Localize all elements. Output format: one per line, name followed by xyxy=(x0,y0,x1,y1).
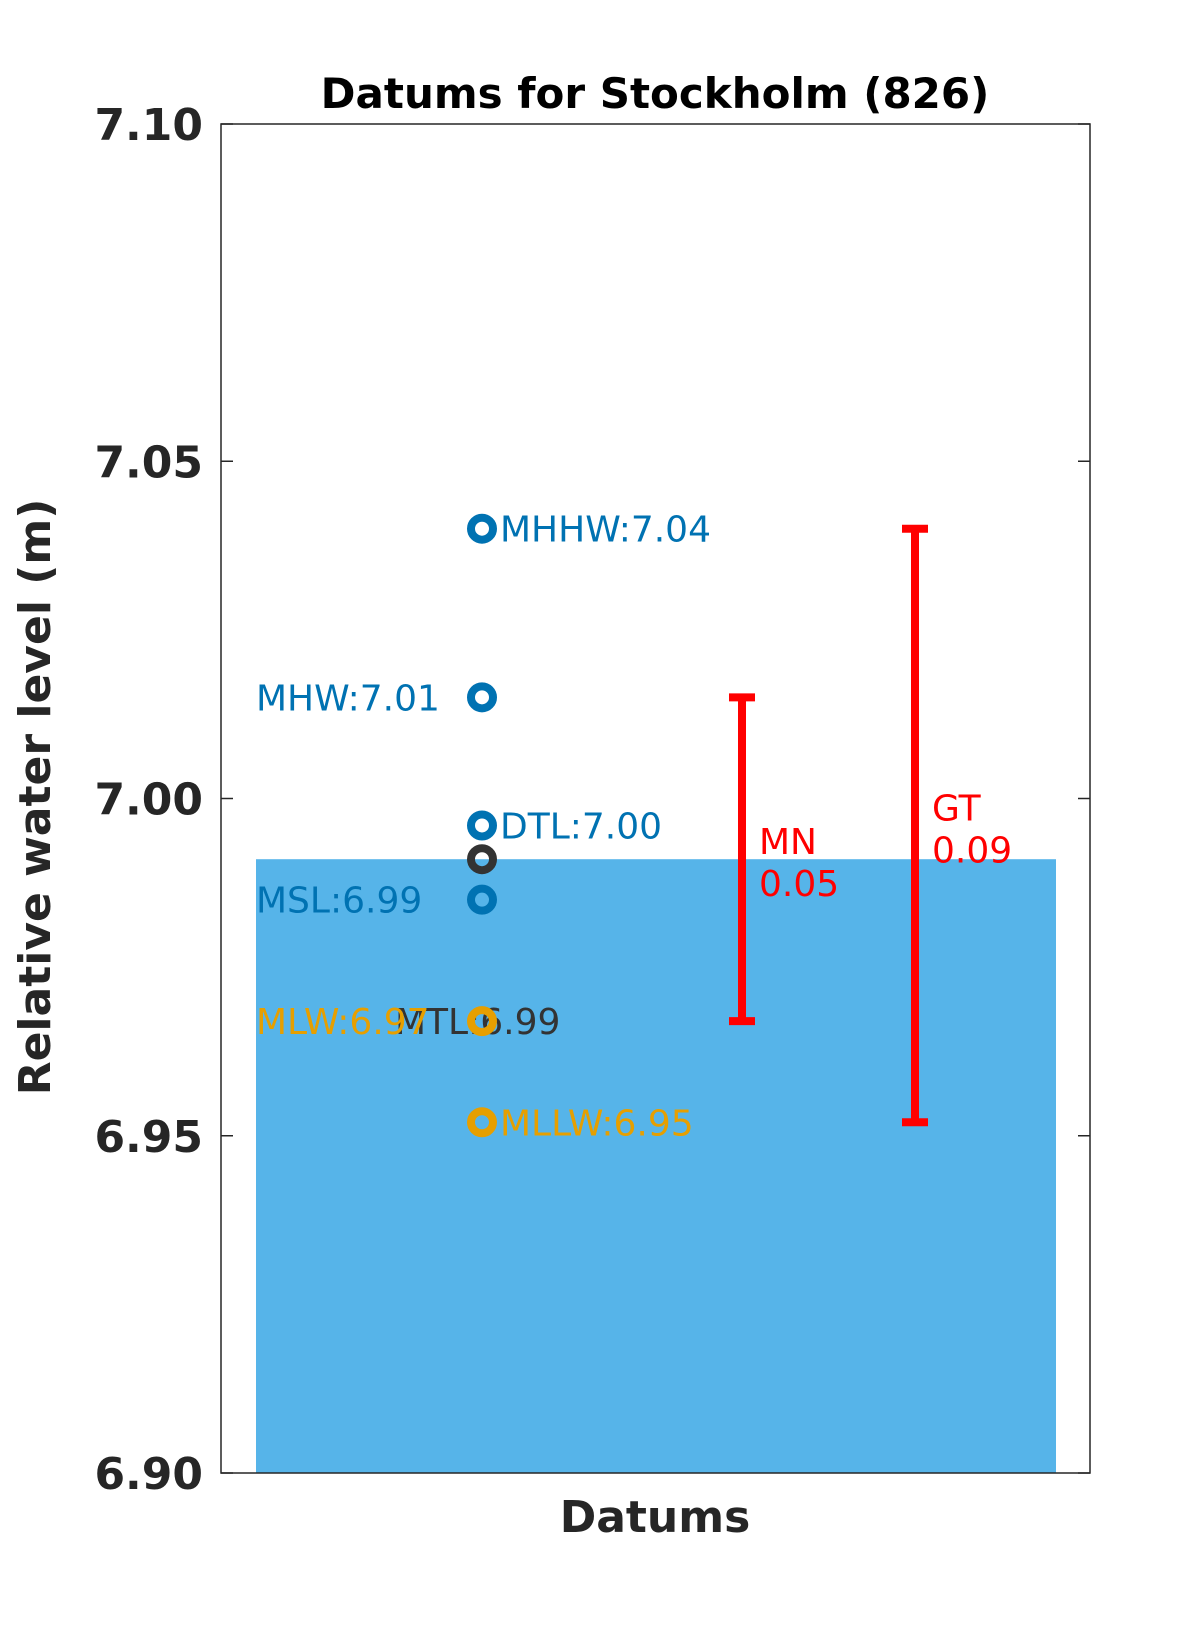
datum-marker-mhhw xyxy=(467,513,497,544)
datum-label-dtl: DTL:7.00 xyxy=(500,806,662,847)
datum-marker-mtl xyxy=(467,844,497,875)
y-tick-label: 6.95 xyxy=(94,1112,203,1163)
y-axis-label: Relative water level (m) xyxy=(10,499,61,1096)
x-axis-label: Datums xyxy=(560,1492,751,1543)
y-tick-label: 6.90 xyxy=(94,1449,203,1500)
datum-label-mlw: MLW:6.97 xyxy=(256,1002,430,1043)
datum-label-mhw: MHW:7.01 xyxy=(256,678,440,719)
range-label-name-gt: GT xyxy=(932,788,982,829)
range-label-value-mn: 0.05 xyxy=(759,864,839,905)
datum-marker-mllw xyxy=(467,1107,497,1138)
datum-label-mllw: MLLW:6.95 xyxy=(500,1103,694,1144)
y-tick-label: 7.00 xyxy=(94,775,203,826)
datum-marker-dtl xyxy=(467,810,497,841)
y-tick-label: 7.05 xyxy=(94,437,203,488)
datum-label-mhhw: MHHW:7.04 xyxy=(500,510,711,551)
range-label-value-gt: 0.09 xyxy=(932,830,1012,871)
chart-title: Datums for Stockholm (826) xyxy=(321,69,990,118)
datum-label-msl: MSL:6.99 xyxy=(256,881,422,922)
datum-marker-msl xyxy=(467,884,497,915)
range-label-name-mn: MN xyxy=(759,822,817,863)
plot-area: 6.90 6.95 7.00 7.05 7.10 MHHW:7.04 MHW:7.01 DTL… xyxy=(94,100,1091,1500)
datum-marker-mlw xyxy=(467,1006,497,1037)
y-tick-label: 7.10 xyxy=(94,100,203,151)
datum-marker-mhw xyxy=(467,682,497,713)
water-level-bar xyxy=(256,859,1056,1473)
